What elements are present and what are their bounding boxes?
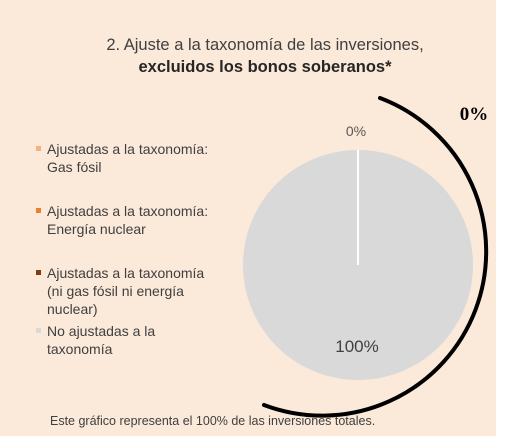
chart-title-line1: 2. Ajuste a la taxonomía de las inversio… bbox=[106, 36, 424, 54]
legend-swatch bbox=[36, 328, 41, 333]
data-label-zero: 0% bbox=[346, 123, 366, 139]
page-margin bbox=[496, 0, 507, 436]
footnote: Este gráfico representa el 100% de las i… bbox=[50, 414, 376, 428]
legend-label: Ajustadas a la taxonomía: Energía nuclea… bbox=[47, 203, 209, 237]
data-label-hundred: 100% bbox=[335, 337, 378, 356]
chart-title: 2. Ajuste a la taxonomía de las inversio… bbox=[40, 34, 490, 78]
chart-title-line2: excluidos los bonos soberanos* bbox=[138, 58, 392, 76]
legend-swatch bbox=[36, 146, 41, 151]
legend-item-energia-nuclear: Ajustadas a la taxonomía: Energía nuclea… bbox=[36, 202, 262, 238]
legend-swatch bbox=[36, 208, 41, 213]
callout-label: 0% bbox=[460, 104, 489, 125]
legend-label: Ajustadas a la taxonomía (ni gas fósil n… bbox=[47, 265, 205, 317]
legend-item-gas-fosil: Ajustadas a la taxonomía: Gas fósil bbox=[36, 140, 262, 176]
pie-slices bbox=[243, 150, 473, 380]
callout-arc bbox=[262, 96, 489, 418]
legend-label: Ajustadas a la taxonomía: Gas fósil bbox=[47, 141, 209, 175]
legend-item-no-ajustadas: No ajustadas a la taxonomía bbox=[36, 322, 262, 358]
legend-label: No ajustadas a la taxonomía bbox=[47, 323, 156, 357]
legend-swatch bbox=[36, 270, 41, 275]
legend-item-otras-ajustadas: Ajustadas a la taxonomía (ni gas fósil n… bbox=[36, 264, 262, 318]
